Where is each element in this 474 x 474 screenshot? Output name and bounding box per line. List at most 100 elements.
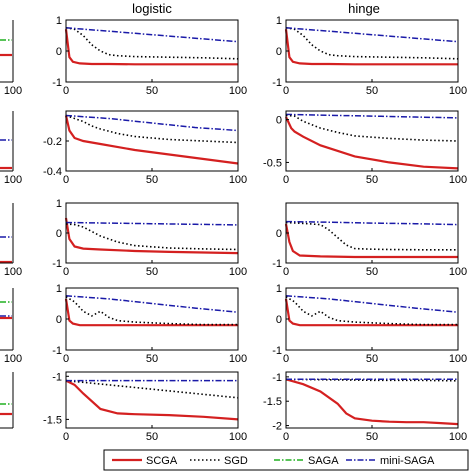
series-line-mini-saga xyxy=(65,295,239,313)
x-tick-label: 50 xyxy=(366,431,378,443)
column-title-hinge: hinge xyxy=(348,1,380,16)
x-tick-label: 50 xyxy=(146,85,158,97)
x-tick-label: 50 xyxy=(146,174,158,186)
series-line-sgd xyxy=(65,223,239,251)
x-tick-label: 0 xyxy=(283,85,289,97)
y-tick-label: -0.2 xyxy=(43,136,62,148)
y-tick-label: -1 xyxy=(52,258,62,270)
y-tick-label: 0 xyxy=(276,228,282,240)
y-tick-label: -1 xyxy=(272,345,282,357)
axes-frame xyxy=(285,202,459,264)
y-tick-label: -1 xyxy=(52,371,62,383)
x-tick-label: 100 xyxy=(449,174,467,186)
x-tick-label: 100 xyxy=(229,174,247,186)
series-line-sgd xyxy=(285,296,458,326)
series-line-scga xyxy=(64,115,239,165)
y-tick-label: 1 xyxy=(56,198,62,210)
x-tick-label: 0 xyxy=(283,174,289,186)
series-line-mini-saga xyxy=(285,220,459,226)
series-line-sgd xyxy=(65,114,239,144)
x-tick-label: 0 xyxy=(283,266,289,278)
series-line-sgd xyxy=(65,379,239,399)
y-tick-label: 1 xyxy=(276,15,282,27)
x-tick-label: 100 xyxy=(229,266,247,278)
x-tick-label: 0 xyxy=(63,431,69,443)
y-tick-label: 0 xyxy=(276,115,282,127)
series-line-mini-saga xyxy=(285,27,459,43)
series-line-sgd xyxy=(285,221,458,251)
series-line-sgd xyxy=(65,27,239,60)
y-tick-label: -0.5 xyxy=(263,157,282,169)
series-line-scga xyxy=(64,217,239,255)
x-tick-label: 100 xyxy=(229,431,247,443)
series-line-mini-saga xyxy=(65,114,239,132)
cropped-x-tick-label: 100 xyxy=(4,85,22,97)
y-tick-label: -1 xyxy=(272,258,282,270)
x-tick-label: 100 xyxy=(449,431,467,443)
y-tick-label: 0 xyxy=(276,314,282,326)
x-tick-label: 0 xyxy=(63,174,69,186)
x-tick-label: 100 xyxy=(449,266,467,278)
y-tick-label: -1 xyxy=(272,372,282,384)
x-tick-label: 50 xyxy=(366,85,378,97)
x-tick-label: 50 xyxy=(366,266,378,278)
series-line-mini-saga xyxy=(65,27,239,43)
series-line-mini-saga xyxy=(65,221,239,226)
x-tick-label: 0 xyxy=(283,431,289,443)
x-tick-label: 0 xyxy=(63,353,69,365)
x-tick-label: 50 xyxy=(366,174,378,186)
series-line-mini-saga xyxy=(285,113,459,119)
panel-hinge-row5: 0 50 100 -1 -1.5 -2 xyxy=(263,371,467,443)
series-line-sgd xyxy=(285,27,459,60)
series-line-scga xyxy=(284,223,458,259)
y-tick-label: 0 xyxy=(56,314,62,326)
legend-label-mini-saga: mini-SAGA xyxy=(380,455,435,467)
y-tick-label: 1 xyxy=(56,15,62,27)
y-tick-label: 1 xyxy=(276,283,282,295)
series-line-scga xyxy=(65,379,239,421)
x-tick-label: 50 xyxy=(366,353,378,365)
series-line-sgd xyxy=(285,114,459,142)
y-tick-label: -1.5 xyxy=(43,414,62,426)
series-line-scga xyxy=(64,298,238,327)
cropped-x-tick-label: 100 xyxy=(4,266,22,278)
y-tick-label: 0 xyxy=(56,46,62,58)
x-tick-label: 50 xyxy=(146,353,158,365)
legend-label-sgd: SGD xyxy=(224,455,248,467)
cropped-x-tick-label: 100 xyxy=(4,174,22,186)
y-tick-label: 1 xyxy=(56,283,62,295)
x-tick-label: 100 xyxy=(229,353,247,365)
y-tick-label: -1.5 xyxy=(263,396,282,408)
series-line-scga xyxy=(285,378,459,426)
legend-label-scga: SCGA xyxy=(146,455,178,467)
x-tick-label: 100 xyxy=(449,85,467,97)
x-tick-label: 50 xyxy=(146,266,158,278)
cropped-left-column: 100 100 100 100 xyxy=(0,20,22,429)
x-tick-label: 0 xyxy=(63,85,69,97)
legend-label-saga: SAGA xyxy=(308,455,339,467)
x-tick-label: 50 xyxy=(146,431,158,443)
x-tick-label: 0 xyxy=(63,266,69,278)
x-tick-label: 100 xyxy=(449,353,467,365)
series-line-mini-saga xyxy=(285,295,459,313)
cropped-x-tick-label: 100 xyxy=(4,353,22,365)
y-tick-label: -1 xyxy=(52,345,62,357)
y-tick-label: -2 xyxy=(272,421,282,433)
series-line-scga xyxy=(64,29,238,66)
x-tick-label: 100 xyxy=(229,85,247,97)
series-line-sgd xyxy=(65,296,238,326)
axes-frame xyxy=(65,202,239,264)
series-line-scga xyxy=(285,116,459,170)
y-tick-label: -1 xyxy=(272,77,282,89)
y-tick-label: -0.4 xyxy=(43,166,62,178)
legend: SCGA SGD SAGA mini-SAGA xyxy=(103,449,469,471)
